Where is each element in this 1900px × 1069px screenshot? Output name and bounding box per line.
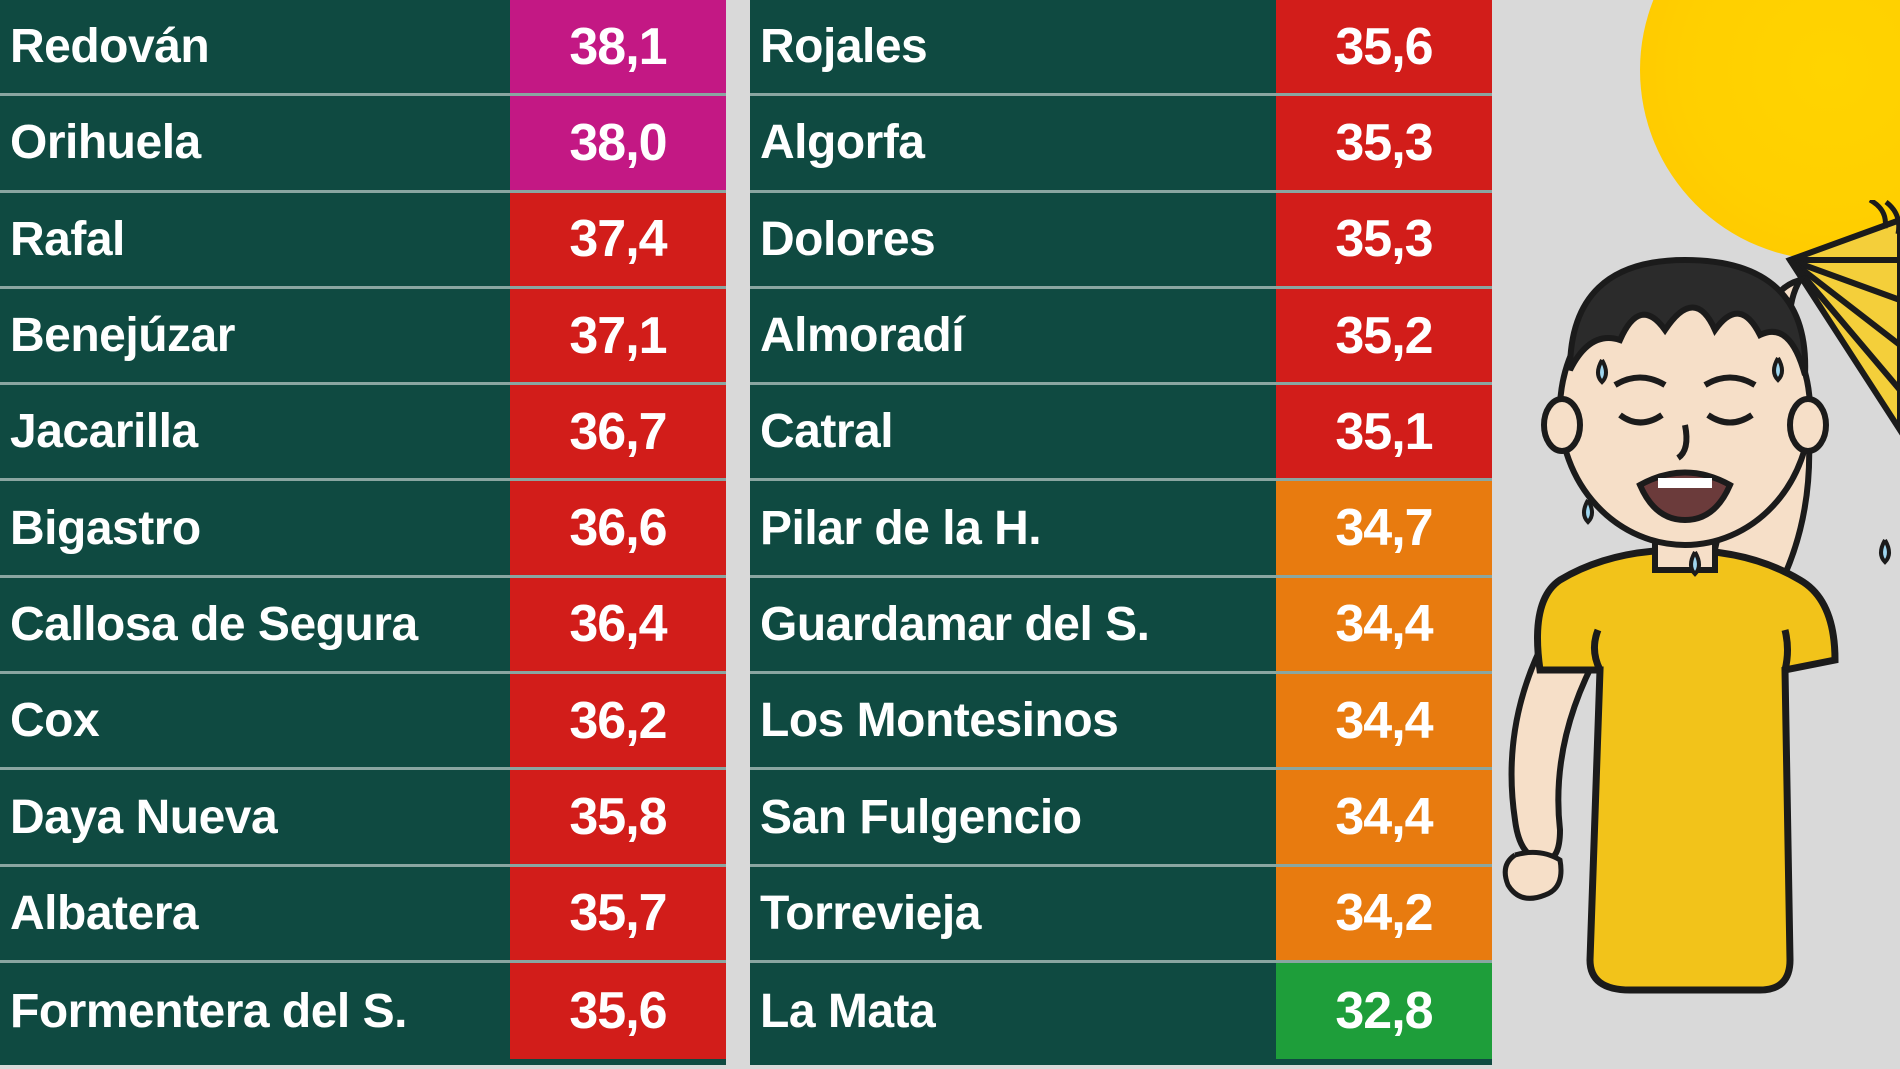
table-row: Jacarilla36,7: [0, 385, 726, 481]
temperature-value: 36,7: [510, 385, 726, 478]
table-column-right: Rojales35,6Algorfa35,3Dolores35,3Almorad…: [750, 0, 1492, 1065]
table-row: Albatera35,7: [0, 867, 726, 963]
city-name: Dolores: [750, 193, 1276, 286]
city-name: Torrevieja: [750, 867, 1276, 960]
city-name: Benejúzar: [0, 289, 510, 382]
temperature-value: 32,8: [1276, 963, 1492, 1059]
city-name: Rafal: [0, 193, 510, 286]
table-row: Pilar de la H.34,7: [750, 481, 1492, 577]
temperature-value: 35,6: [510, 963, 726, 1059]
table-row: Daya Nueva35,8: [0, 770, 726, 866]
temperature-value: 38,0: [510, 96, 726, 189]
temperature-value: 35,8: [510, 770, 726, 863]
temperature-value: 38,1: [510, 0, 726, 93]
table-row: Callosa de Segura36,4: [0, 578, 726, 674]
temperature-table: Redován38,1Orihuela38,0Rafal37,4Benejúza…: [0, 0, 1492, 1065]
city-name: Callosa de Segura: [0, 578, 510, 671]
table-row: Rafal37,4: [0, 193, 726, 289]
table-row: Formentera del S.35,6: [0, 963, 726, 1059]
table-row: Catral35,1: [750, 385, 1492, 481]
table-row: La Mata32,8: [750, 963, 1492, 1059]
temperature-value: 35,2: [1276, 289, 1492, 382]
temperature-value: 36,6: [510, 481, 726, 574]
city-name: Los Montesinos: [750, 674, 1276, 767]
temperature-value: 35,1: [1276, 385, 1492, 478]
table-row: Orihuela38,0: [0, 96, 726, 192]
table-row: Redován38,1: [0, 0, 726, 96]
city-name: Daya Nueva: [0, 770, 510, 863]
table-row: Cox36,2: [0, 674, 726, 770]
temperature-value: 36,2: [510, 674, 726, 767]
city-name: La Mata: [750, 963, 1276, 1059]
table-row: Los Montesinos34,4: [750, 674, 1492, 770]
city-name: Catral: [750, 385, 1276, 478]
table-row: Dolores35,3: [750, 193, 1492, 289]
city-name: Albatera: [0, 867, 510, 960]
city-name: Bigastro: [0, 481, 510, 574]
temperature-value: 35,6: [1276, 0, 1492, 93]
temperature-value: 34,4: [1276, 770, 1492, 863]
city-name: San Fulgencio: [750, 770, 1276, 863]
table-row: Rojales35,6: [750, 0, 1492, 96]
city-name: Orihuela: [0, 96, 510, 189]
temperature-value: 34,2: [1276, 867, 1492, 960]
city-name: Jacarilla: [0, 385, 510, 478]
table-row: Almoradí35,2: [750, 289, 1492, 385]
temperature-value: 34,4: [1276, 578, 1492, 671]
temperature-value: 35,3: [1276, 96, 1492, 189]
table-row: Guardamar del S.34,4: [750, 578, 1492, 674]
temperature-value: 36,4: [510, 578, 726, 671]
table-row: Algorfa35,3: [750, 96, 1492, 192]
city-name: Algorfa: [750, 96, 1276, 189]
temperature-value: 35,7: [510, 867, 726, 960]
temperature-value: 37,1: [510, 289, 726, 382]
temperature-value: 35,3: [1276, 193, 1492, 286]
temperature-value: 34,7: [1276, 481, 1492, 574]
city-name: Rojales: [750, 0, 1276, 93]
city-name: Guardamar del S.: [750, 578, 1276, 671]
city-name: Redován: [0, 0, 510, 93]
temperature-value: 37,4: [510, 193, 726, 286]
temperature-value: 34,4: [1276, 674, 1492, 767]
table-row: Benejúzar37,1: [0, 289, 726, 385]
city-name: Pilar de la H.: [750, 481, 1276, 574]
city-name: Formentera del S.: [0, 963, 510, 1059]
table-row: Bigastro36,6: [0, 481, 726, 577]
table-row: Torrevieja34,2: [750, 867, 1492, 963]
table-column-left: Redován38,1Orihuela38,0Rafal37,4Benejúza…: [0, 0, 726, 1065]
city-name: Cox: [0, 674, 510, 767]
table-row: San Fulgencio34,4: [750, 770, 1492, 866]
city-name: Almoradí: [750, 289, 1276, 382]
hot-person-icon: [1490, 200, 1900, 1069]
